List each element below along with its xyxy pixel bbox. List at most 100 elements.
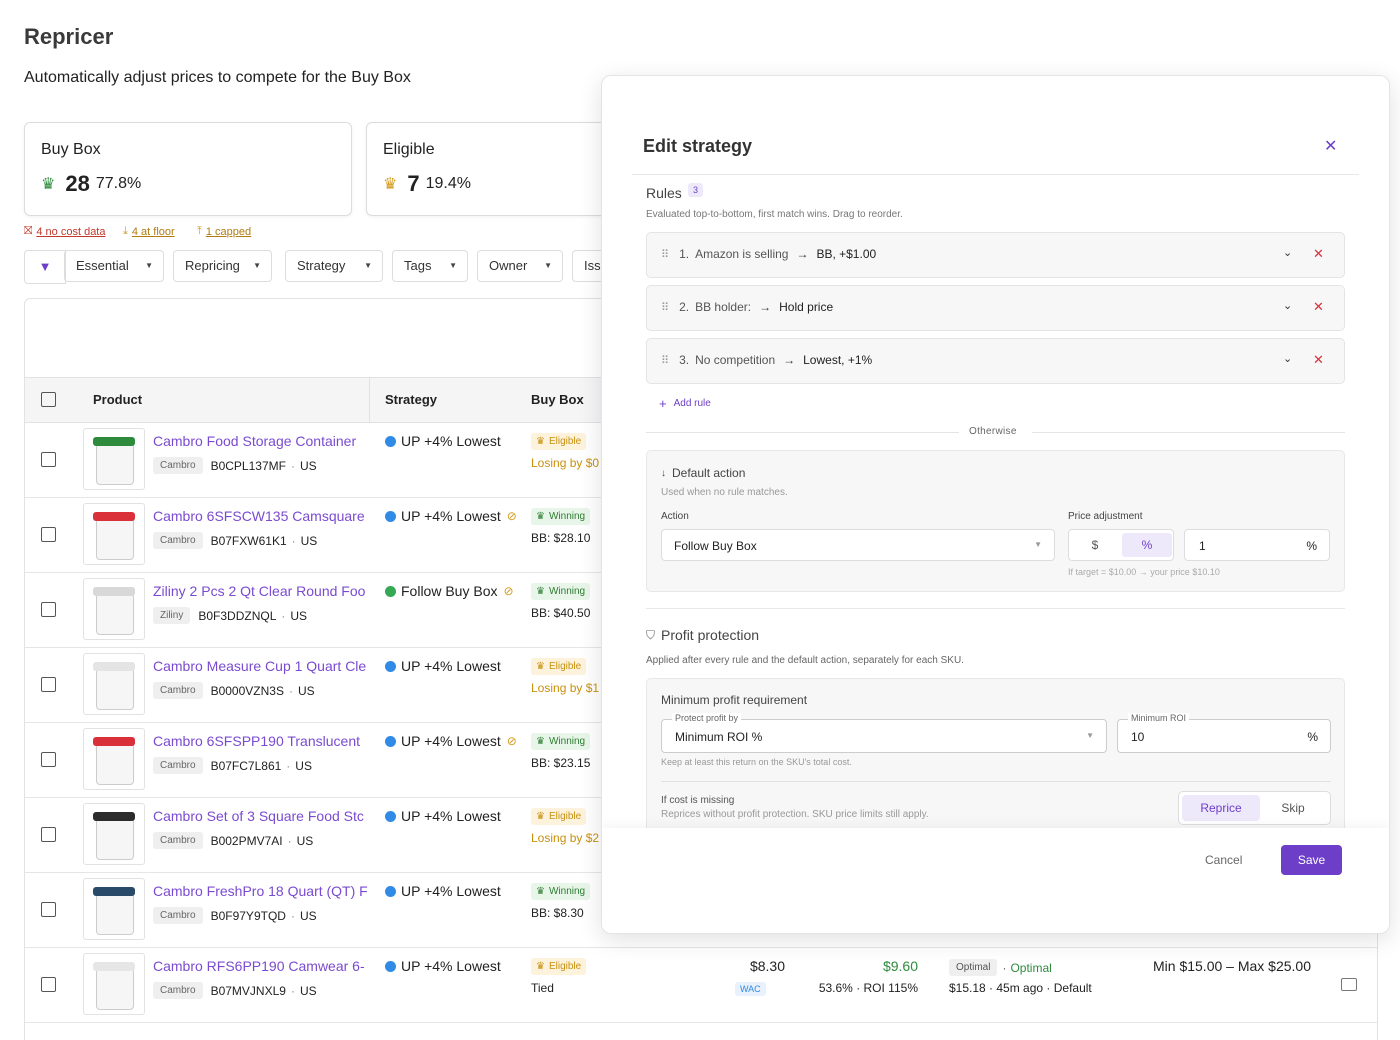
product-image: [83, 878, 145, 940]
checkbox[interactable]: [41, 752, 56, 767]
asin: B002PMV7AI: [210, 833, 283, 848]
delete-rule[interactable]: ✕: [1313, 299, 1324, 314]
rule-action: Hold price: [779, 300, 834, 314]
filter-dropdown[interactable]: Owner ▼: [477, 250, 563, 282]
roi-input[interactable]: Minimum ROI 10%: [1117, 713, 1331, 753]
container-body: [96, 593, 134, 635]
alert-icon: ⛝: [24, 225, 33, 237]
checkbox[interactable]: [41, 677, 56, 692]
product-image: [83, 503, 145, 565]
product-image: [83, 953, 145, 1015]
status-chip: Optimal: [949, 959, 998, 976]
cancel-button[interactable]: Cancel: [1205, 853, 1243, 867]
separator: ·: [290, 458, 295, 473]
strategy-name: UP +4% Lowest: [401, 508, 501, 524]
brand-chip: Cambro: [153, 982, 203, 999]
checkbox[interactable]: [41, 452, 56, 467]
checkbox[interactable]: [41, 527, 56, 542]
arrow: →: [759, 300, 772, 314]
rule-row[interactable]: ⠿ 3. No competition → Lowest, +1% ⌄ ✕: [646, 338, 1345, 384]
product-name[interactable]: Cambro 6SFSPP190 Translucent: [153, 733, 360, 749]
drag-handle: ⠿: [661, 248, 670, 261]
alert-text: 1 capped: [205, 225, 252, 238]
select-value: Follow Buy Box: [674, 539, 757, 553]
product-meta: Cambro B07FC7L861 · US: [153, 757, 312, 774]
checkbox[interactable]: [41, 977, 56, 992]
product-name[interactable]: Ziliny 2 Pcs 2 Qt Clear Round Foo: [153, 583, 366, 599]
product-meta: Cambro B0000VZN3S · US: [153, 682, 315, 699]
profit-title-text: Profit protection: [661, 627, 760, 643]
unit-toggle: $%: [1068, 529, 1174, 561]
amount-input[interactable]: 1%: [1184, 529, 1330, 561]
buybox-status: Losing by $2: [531, 831, 600, 845]
strategy: UP +4% Lowest: [385, 808, 501, 824]
verified-icon: ⊘: [506, 509, 517, 523]
marketplace: US: [300, 533, 318, 548]
panel-button[interactable]: [1341, 978, 1357, 991]
filter-icon-button[interactable]: ▼: [24, 250, 66, 284]
delete-rule[interactable]: ✕: [1313, 246, 1324, 261]
filter-dropdown[interactable]: Essential ▼: [64, 250, 164, 282]
close-button[interactable]: ✕: [1324, 138, 1338, 155]
container-lid: [93, 887, 135, 896]
unit-option[interactable]: $: [1091, 538, 1099, 552]
alert-link[interactable]: ⛝ 4 no cost data: [24, 225, 105, 238]
asin: B0F97Y9TQD: [210, 908, 286, 923]
crown-icon: ♛: [383, 176, 398, 193]
checkbox[interactable]: [41, 392, 56, 407]
badge-text: Eligible: [548, 961, 582, 972]
protect-select[interactable]: Protect profit by Minimum ROI % ▼: [661, 713, 1107, 753]
rule-row[interactable]: ⠿ 1. Amazon is selling → BB, +$1.00 ⌄ ✕: [646, 232, 1345, 278]
filter-label: Owner: [489, 258, 528, 273]
checkbox[interactable]: [41, 902, 56, 917]
profit: $9.60: [882, 958, 918, 974]
unit-option[interactable]: %: [1122, 533, 1172, 557]
missing-hint: Reprices without profit protection. SKU …: [661, 809, 929, 820]
strategy: UP +4% Lowest ⊘: [385, 733, 517, 749]
product-name[interactable]: Cambro Set of 3 Square Food Stc: [153, 808, 364, 824]
separator: ·: [1002, 960, 1007, 975]
strategy: UP +4% Lowest: [385, 658, 501, 674]
product-name[interactable]: Cambro FreshPro 18 Quart (QT) F: [153, 883, 368, 899]
missing-title: If cost is missing: [661, 795, 735, 806]
checkbox[interactable]: [41, 827, 56, 842]
delete-rule[interactable]: ✕: [1313, 352, 1324, 367]
expand-chevron[interactable]: ⌄: [1283, 247, 1293, 259]
filter-dropdown[interactable]: Strategy ▼: [285, 250, 383, 282]
separator: ·: [290, 983, 295, 998]
product-name[interactable]: Cambro Food Storage Container: [153, 433, 357, 449]
product-image: [83, 728, 145, 790]
product-meta: Cambro B0CPL137MF · US: [153, 457, 317, 474]
strategy: UP +4% Lowest: [385, 433, 501, 449]
action-select[interactable]: Follow Buy Box ▼: [661, 529, 1055, 561]
roi-hint: Keep at least this return on the SKU's t…: [661, 757, 852, 767]
product-name[interactable]: Cambro Measure Cup 1 Quart Cle: [153, 658, 367, 674]
product-name[interactable]: Cambro 6SFSCW135 Camsquare: [153, 508, 365, 524]
buybox-status: BB: $8.30: [531, 906, 584, 920]
add-rule[interactable]: + Add rule: [659, 396, 711, 411]
modal-title: Edit strategy: [643, 136, 753, 156]
otherwise-label: Otherwise: [969, 426, 1017, 437]
profit-section: Minimum profit requirement Protect profit…: [646, 678, 1345, 840]
product-name[interactable]: Cambro RFS6PP190 Camwear 6-: [153, 958, 365, 974]
checkbox[interactable]: [41, 602, 56, 617]
toggle-option[interactable]: Skip: [1281, 801, 1305, 815]
filter-dropdown[interactable]: Tags ▼: [392, 250, 468, 282]
alert-link[interactable]: ⤒ 1 capped: [197, 225, 251, 238]
status-text: Optimal: [1010, 960, 1052, 975]
toggle-option[interactable]: Reprice: [1182, 795, 1260, 821]
caret: ▼: [253, 261, 261, 270]
save-button[interactable]: Save: [1281, 845, 1342, 875]
expand-chevron[interactable]: ⌄: [1283, 353, 1293, 365]
brand-chip: Cambro: [153, 457, 203, 474]
alert-link[interactable]: ⤓ 4 at floor: [123, 225, 175, 238]
separator: ·: [290, 908, 295, 923]
expand-chevron[interactable]: ⌄: [1283, 300, 1293, 312]
column-header: Product: [93, 392, 143, 407]
strategy-name: UP +4% Lowest: [401, 958, 501, 974]
buybox-badge: ♛ Eligible: [531, 658, 587, 675]
verified-icon: ⊘: [503, 584, 514, 598]
filter-dropdown[interactable]: Repricing ▼: [173, 250, 272, 282]
rule-row[interactable]: ⠿ 2. BB holder: → Hold price ⌄ ✕: [646, 285, 1345, 331]
profit-hint: Applied after every rule and the default…: [646, 655, 964, 666]
